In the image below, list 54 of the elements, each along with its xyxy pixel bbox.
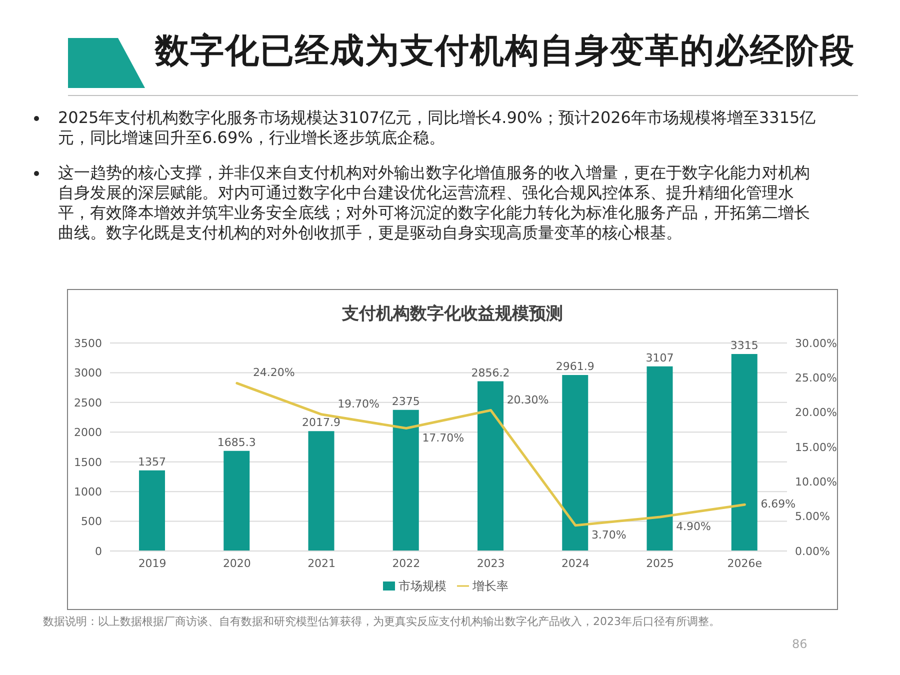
bar	[224, 450, 250, 551]
data-label: 6.69%	[760, 498, 796, 511]
y-tick-label: 0	[95, 544, 102, 558]
data-label: 19.70%	[338, 397, 380, 410]
data-label: 3.70%	[591, 528, 626, 542]
data-label: 2856.2	[471, 366, 510, 380]
data-label: 2961.9	[556, 360, 594, 373]
x-tick-label: 2025	[646, 556, 674, 570]
data-label: 3315	[730, 338, 758, 352]
y2-tick-label: 0.00%	[795, 544, 830, 558]
data-label: 3107	[646, 351, 674, 364]
x-tick-label: 2019	[138, 556, 166, 570]
text: 这一趋势的核心支撑，并非仅来自支付机构对外输出数字化增值服务的收入增量，更在于数字化能力对机构自身发展的深层赋能。对内可通过数字化中台建设优化运营流程、强化合规风控体系、提升精细化管理水平，有效降本增效并筑牢业务安全底线；对外可将沉淀的数字化能力转化为标准化服务产品，开拓第二增长曲线。数字化既是支付机构的对外创收抓手，更是驱动自身实现高质量变革的核心根基。	[57, 162, 811, 244]
y2-tick-label: 25.00%	[795, 372, 837, 385]
data-label: 24.20%	[252, 366, 295, 380]
bar	[731, 354, 758, 551]
y-tick-label: 1000	[74, 485, 102, 498]
y2-tick-label: 15.00%	[795, 440, 837, 454]
y2-tick-label: 10.00%	[795, 476, 837, 489]
bar	[308, 431, 334, 551]
chart-subtitle: 支付机构数字化收益规模预测	[341, 303, 564, 325]
data-label: 4.90%	[676, 520, 712, 534]
data-label: 1357	[138, 455, 166, 468]
y-tick-label: 3500	[74, 336, 102, 350]
legend-label: 市场规模	[398, 579, 446, 593]
y-tick-label: 2500	[74, 396, 102, 410]
y2-tick-label: 5.00%	[795, 510, 830, 524]
data-label: 2375	[392, 394, 420, 408]
text: 86	[792, 636, 808, 652]
x-tick-label: 2022	[392, 556, 420, 570]
y2-tick-label: 30.00%	[795, 336, 837, 350]
bar	[392, 410, 419, 551]
data-label: 20.30%	[506, 393, 549, 406]
x-tick-label: 2021	[308, 556, 336, 570]
x-tick-label: 2023	[476, 556, 505, 570]
bar	[562, 374, 588, 551]
data-label: 17.70%	[422, 431, 464, 444]
bar	[478, 381, 504, 551]
x-tick-label: 2026e	[727, 556, 762, 570]
data-label: 1685.3	[217, 436, 256, 449]
y-tick-label: 3000	[74, 366, 102, 380]
y-tick-label: 1500	[74, 456, 102, 469]
bar	[646, 366, 673, 551]
legend-label: 增长率	[472, 579, 508, 593]
x-tick-label: 2020	[222, 556, 251, 570]
text: 数据说明：以上数据根据厂商访谈、自有数据和研究模型估算获得，为更真实反应支付机构输出数字化产品收入，2023年后口径有所调整。	[43, 614, 720, 630]
data-label: 2017.9	[302, 416, 340, 430]
y-tick-label: 500	[81, 515, 102, 528]
y-tick-label: 2000	[74, 426, 102, 440]
x-tick-label: 2024	[561, 556, 590, 570]
bar	[139, 470, 165, 551]
text: 2025年支付机构数字化服务市场规模达3107亿元，同比增长4.90%；预计2026年市场规模将增至3315亿元，同比增速回升至6.69%，行业增长逐步筑底企稳。	[57, 108, 817, 149]
y2-tick-label: 20.00%	[795, 406, 837, 420]
chart-title: 数字化已经成为支付机构自身变革的必经阶段	[155, 30, 855, 73]
